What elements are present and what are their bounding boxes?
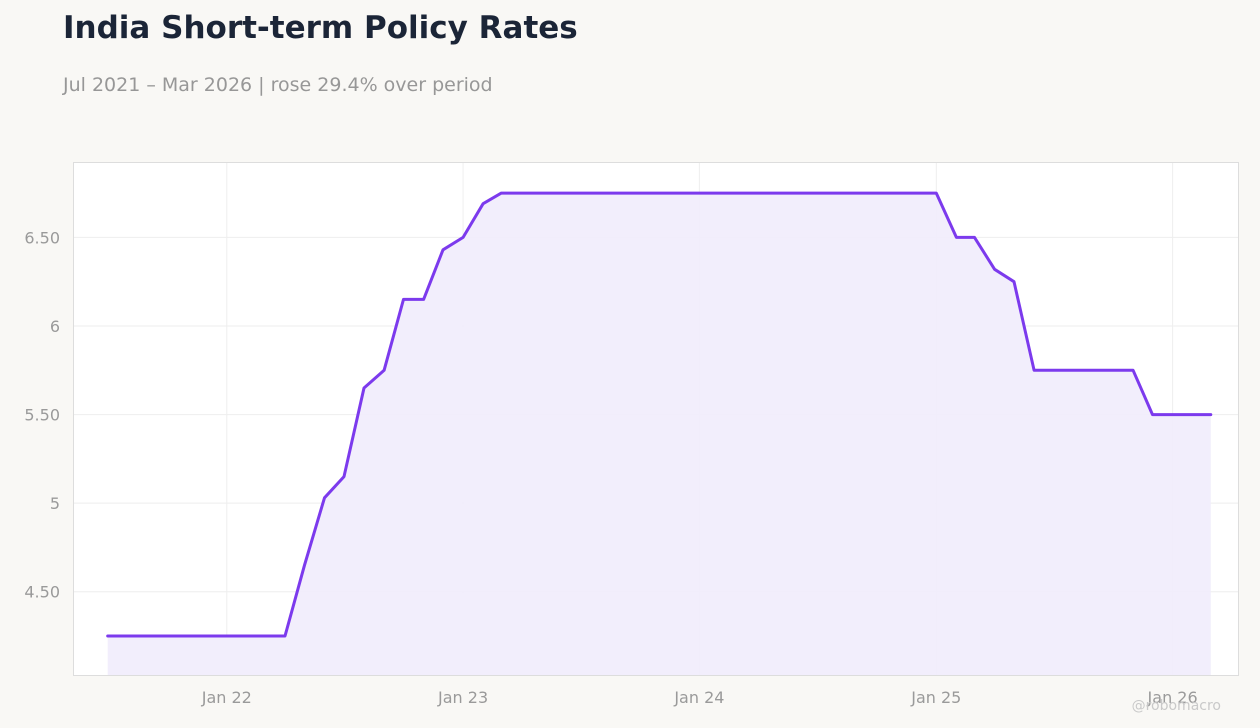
y-tick-label: 5.50: [24, 406, 60, 425]
watermark: @robomacro: [1132, 698, 1221, 714]
series-area-layer: [107, 193, 1211, 675]
y-axis-ticks: 4.50 5 5.50 6 6.50: [24, 228, 60, 601]
y-tick-label: 4.50: [24, 583, 60, 602]
x-tick-label: Jan 23: [437, 688, 488, 707]
x-tick-label: Jan 24: [673, 688, 724, 707]
x-tick-label: Jan 22: [201, 688, 252, 707]
x-tick-label: Jan 26: [1147, 688, 1198, 707]
y-tick-label: 6.50: [24, 228, 60, 247]
x-axis-ticks: Jan 22 Jan 23 Jan 24 Jan 25 Jan 26: [201, 688, 1198, 707]
y-tick-label: 5: [50, 494, 60, 513]
chart-title: India Short-term Policy Rates: [63, 10, 578, 46]
series-area: [107, 193, 1211, 675]
y-tick-label: 6: [50, 317, 60, 336]
chart-subtitle: Jul 2021 – Mar 2026 | rose 29.4% over pe…: [63, 74, 493, 96]
x-tick-label: Jan 25: [910, 688, 961, 707]
series-points-layer: [107, 193, 1211, 637]
